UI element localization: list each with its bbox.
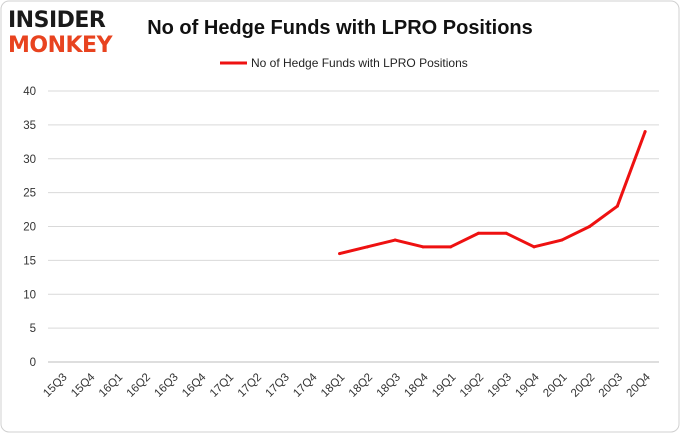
data-point: [421, 245, 425, 249]
data-point: [476, 231, 480, 235]
y-tick-label: 25: [23, 188, 36, 200]
data-point: [615, 204, 619, 208]
y-tick-label: 20: [23, 222, 36, 234]
insider-monkey-logo: INSIDER MONKEY: [8, 8, 114, 58]
data-point: [449, 245, 453, 249]
data-point: [338, 252, 342, 256]
data-point: [365, 245, 369, 249]
y-tick-label: 10: [23, 289, 36, 301]
data-point: [560, 238, 564, 242]
logo-line-2: MONKEY: [8, 33, 114, 58]
series-line: [338, 130, 647, 256]
y-tick-label: 35: [23, 120, 36, 132]
gridlines: [48, 90, 659, 363]
y-tick-label: 5: [30, 323, 36, 335]
data-point: [504, 231, 508, 235]
series-layer: [338, 130, 647, 256]
y-tick-label: 15: [23, 255, 36, 267]
y-tick-label: 0: [30, 357, 36, 369]
legend: No of Hedge Funds with LPRO Positions: [220, 56, 468, 70]
chart-title: No of Hedge Funds with LPRO Positions: [147, 17, 533, 39]
data-point: [532, 245, 536, 249]
logo-line-1: INSIDER: [8, 8, 106, 33]
legend-label: No of Hedge Funds with LPRO Positions: [251, 56, 468, 70]
data-point: [588, 225, 592, 228]
data-point: [393, 238, 397, 242]
y-axis-ticks: 0 5 10 15 20 25 30 35 40: [23, 86, 36, 369]
y-tick-label: 40: [23, 86, 36, 98]
y-tick-label: 30: [23, 154, 36, 166]
data-point: [643, 130, 647, 134]
